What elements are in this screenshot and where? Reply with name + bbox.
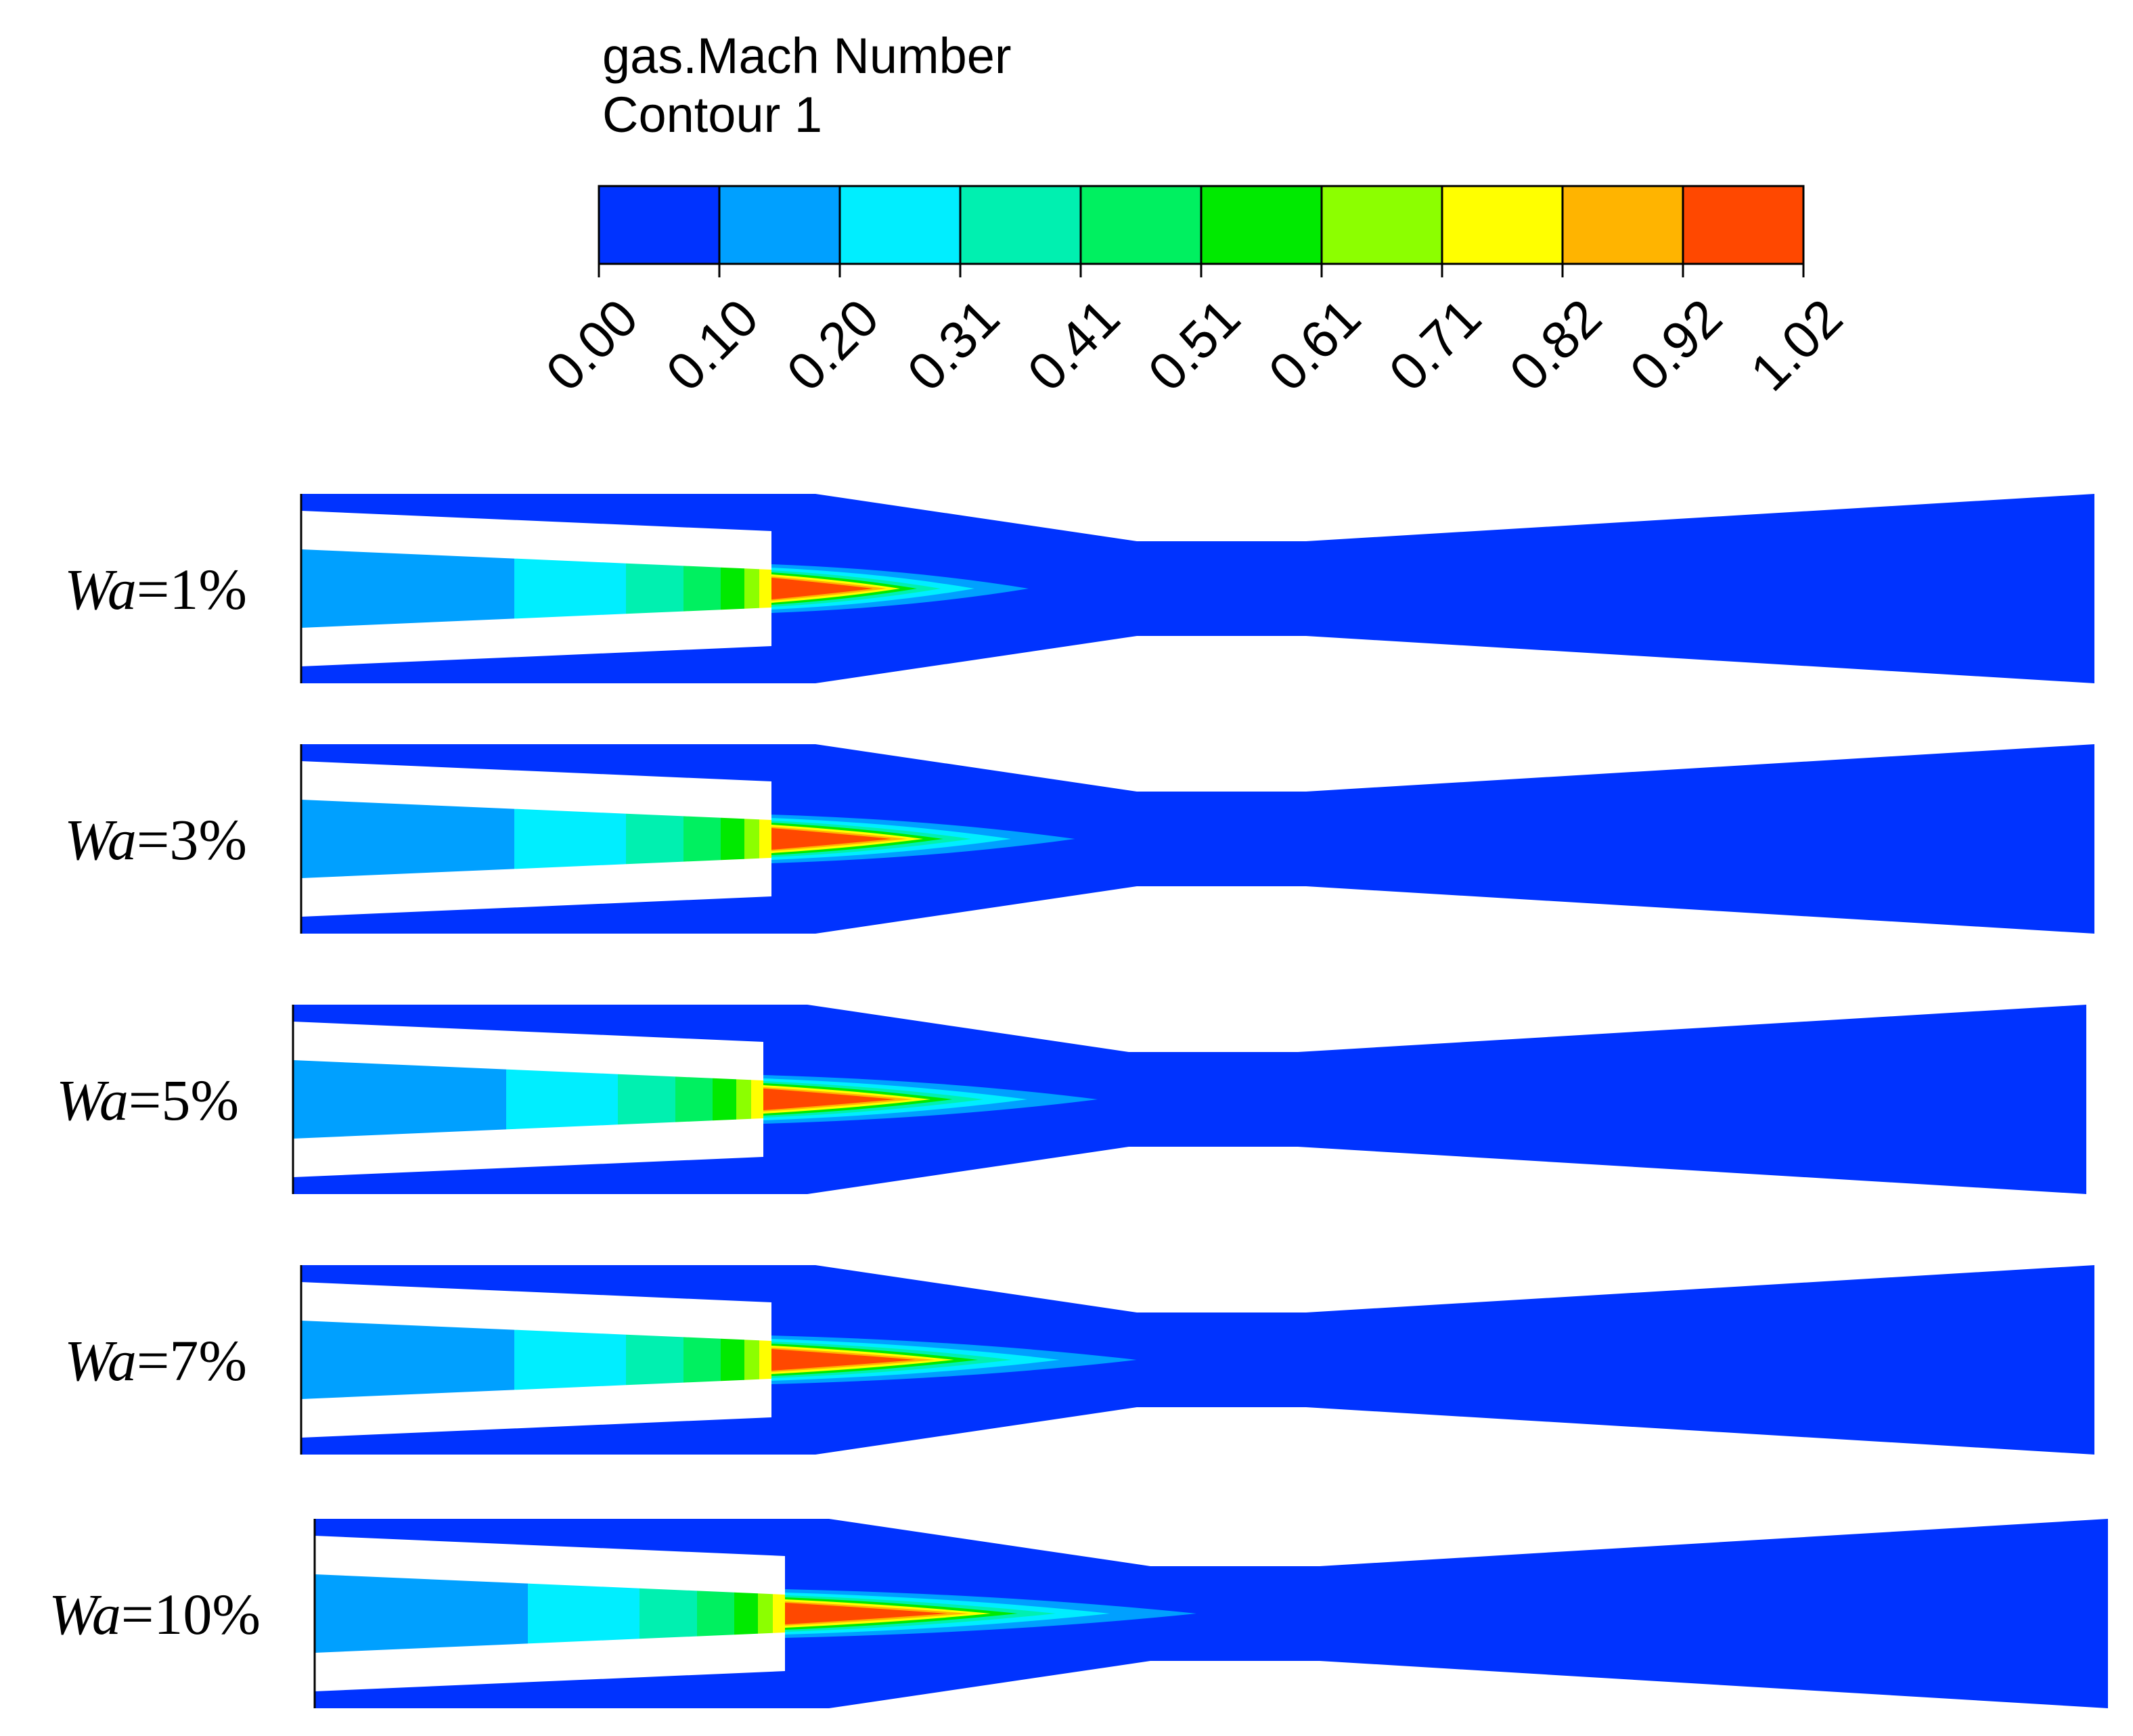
color-bar-tick-label: 0.51 [1137, 288, 1252, 403]
primary-flow-band [301, 1321, 514, 1399]
primary-flow-band [744, 819, 759, 859]
primary-flow-band [713, 1078, 736, 1121]
case-label: Wa=1% [64, 557, 247, 622]
contour-panels: Wa=1%Wa=3%Wa=5%Wa=7%Wa=10% [49, 494, 2108, 1708]
case-label-value: =3% [137, 807, 247, 872]
primary-flow-band [721, 1338, 744, 1381]
primary-flow-band [759, 569, 771, 608]
primary-flow-band [683, 566, 721, 612]
color-bar [598, 185, 1805, 265]
case-label-value: =10% [121, 1582, 261, 1647]
legend-title: gas.Mach Number [602, 28, 1012, 84]
color-bar-tick-label: 0.92 [1619, 288, 1734, 403]
primary-flow-band [736, 1079, 751, 1120]
color-bar-tick-label: 0.82 [1498, 288, 1613, 403]
primary-flow-band [758, 1593, 773, 1634]
nozzle-panel: Wa=3% [64, 744, 2094, 934]
primary-flow-band [315, 1574, 528, 1653]
case-label: Wa=3% [64, 807, 247, 872]
primary-flow-band [301, 549, 514, 628]
primary-flow-band [514, 808, 626, 869]
color-bar-tick-label: 1.02 [1739, 288, 1854, 403]
primary-flow-band [293, 1060, 506, 1139]
primary-flow-band [744, 1340, 759, 1380]
jet-plume-contour [785, 1603, 947, 1624]
jet-plume-contour [771, 578, 873, 599]
color-bar-tick-label: 0.20 [776, 288, 891, 403]
color-bar-tick-label: 0.41 [1016, 288, 1131, 403]
color-bar-band [1322, 186, 1443, 264]
nozzle-panel: Wa=1% [64, 494, 2094, 683]
case-label-variable: Wa [64, 807, 137, 872]
jet-plume-contour [763, 1089, 895, 1110]
primary-flow-band [639, 1588, 697, 1639]
case-label: Wa=7% [64, 1328, 247, 1393]
primary-flow-band [626, 563, 683, 614]
nozzle-panel: Wa=7% [64, 1265, 2094, 1455]
nozzle-panel: Wa=10% [49, 1519, 2108, 1708]
primary-flow-band [734, 1592, 758, 1635]
color-bar-band [719, 186, 840, 264]
jet-plume-contour [771, 1349, 916, 1371]
primary-flow-band [683, 1337, 721, 1383]
color-bar-tick-label: 0.10 [655, 288, 770, 403]
case-label-variable: Wa [64, 1328, 137, 1393]
primary-flow-band [514, 558, 626, 619]
primary-flow-band [683, 816, 721, 862]
legend-subtitle: Contour 1 [602, 87, 822, 143]
color-bar-band [960, 186, 1081, 264]
case-label: Wa=5% [56, 1068, 239, 1133]
color-bar-band [1081, 186, 1202, 264]
primary-flow-band [697, 1591, 734, 1637]
primary-flow-band [528, 1583, 639, 1644]
color-bar-tick-label: 0.00 [535, 288, 650, 403]
case-label-value: =1% [137, 557, 247, 622]
color-bar-tick-label: 0.31 [896, 288, 1011, 403]
primary-flow-band [618, 1074, 675, 1125]
case-label: Wa=10% [49, 1582, 261, 1647]
color-bar-band [1201, 186, 1322, 264]
primary-flow-band [759, 819, 771, 859]
case-label-variable: Wa [56, 1068, 129, 1133]
nozzle-panel: Wa=5% [56, 1005, 2086, 1194]
jet-plume-contour [771, 828, 891, 850]
case-label-variable: Wa [64, 557, 137, 622]
primary-flow-band [626, 1334, 683, 1386]
primary-flow-band [301, 800, 514, 878]
case-label-value: =7% [137, 1328, 247, 1393]
primary-flow-band [675, 1076, 713, 1122]
primary-flow-band [751, 1080, 763, 1119]
case-label-value: =5% [129, 1068, 239, 1133]
color-bar-band [599, 186, 720, 264]
primary-flow-band [773, 1594, 785, 1633]
primary-flow-band [721, 567, 744, 610]
case-label-variable: Wa [49, 1582, 121, 1647]
primary-flow-band [514, 1329, 626, 1390]
primary-flow-band [759, 1340, 771, 1379]
color-bar-band [1563, 186, 1684, 264]
color-bar-tick-label: 0.61 [1257, 288, 1372, 403]
primary-flow-band [721, 817, 744, 861]
primary-flow-band [626, 813, 683, 865]
color-bar-band [1683, 186, 1804, 264]
color-bar-band [1442, 186, 1563, 264]
color-bar-tick-label: 0.71 [1378, 288, 1493, 403]
color-bar-band [840, 186, 961, 264]
primary-flow-band [744, 568, 759, 609]
primary-flow-band [506, 1069, 618, 1130]
